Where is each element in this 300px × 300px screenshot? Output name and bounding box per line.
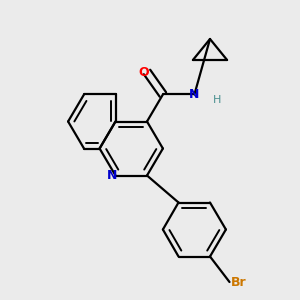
Text: O: O [139, 65, 149, 79]
Text: H: H [212, 95, 221, 105]
Text: Br: Br [231, 275, 247, 289]
Text: N: N [107, 169, 117, 182]
Text: N: N [189, 88, 200, 101]
